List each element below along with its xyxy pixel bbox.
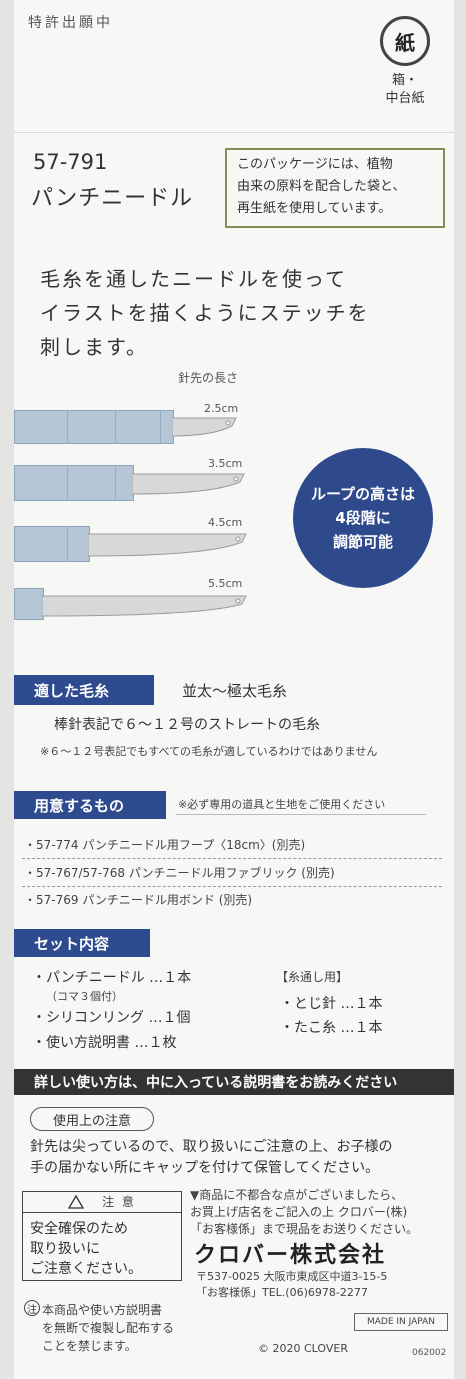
set-item-note: （コマ３個付） <box>46 990 123 1003</box>
yarn-weight: 並太～極太毛糸 <box>182 682 288 700</box>
badge-line-3: 調節可能 <box>332 533 393 551</box>
prepare-note: ※必ず専用の道具と生地をご使用ください <box>178 798 386 811</box>
needle-barrel-4 <box>14 588 44 620</box>
warning-title: 注 意 <box>102 1195 136 1209</box>
prepare-section-title: 用意するもの <box>14 791 166 819</box>
divider <box>22 886 442 887</box>
set-section-title: セット内容 <box>14 929 150 957</box>
contact-line-2: お買上げ店名をご記入の上 クロバー(株) <box>190 1205 408 1219</box>
copyright: © 2020 CLOVER <box>258 1342 348 1355</box>
recycle-caption: 箱・ 中台紙 <box>372 72 438 108</box>
needle-blade-3 <box>88 533 247 557</box>
needle-barrel-2 <box>14 465 134 501</box>
product-name: パンチニードル <box>31 186 194 211</box>
eco-line-2: 由来の原料を配合した袋と、 <box>237 179 406 194</box>
telephone: 「お客様係」TEL.(06)6978-2277 <box>196 1286 368 1299</box>
instruction-bar: 詳しい使い方は、中に入っている説明書をお読みください <box>14 1069 454 1095</box>
set-item: ・使い方説明書 …１枚 <box>32 1035 177 1051</box>
caution-line-1: 針先は尖っているので、取り扱いにご注意の上、お子様の <box>30 1139 393 1155</box>
yarn-detail: 棒針表記で６～１２号のストレートの毛糸 <box>54 717 320 733</box>
copy-notice-2: を無断で複製し配布する <box>42 1321 175 1335</box>
product-code: 57-791 <box>33 150 108 174</box>
lot-number: 062002 <box>412 1348 447 1358</box>
yarn-note: ※６～１２号表記でもすべての毛糸が適しているわけではありません <box>40 745 378 758</box>
paper-recycle-icon: 紙 <box>380 16 430 66</box>
contact-text: ▼商品に不都合な点がございましたら、 お買上げ店名をご記入の上 クロバー(株) … <box>190 1187 418 1238</box>
length-label: 3.5cm <box>208 457 243 470</box>
warning-header: 注 意 <box>22 1191 182 1213</box>
warning-text: 安全確保のため 取り扱いに ご注意ください。 <box>30 1219 142 1279</box>
made-in-japan: MADE IN JAPAN <box>354 1313 448 1331</box>
warning-line-3: ご注意ください。 <box>30 1261 142 1277</box>
recycle-caption-1: 箱・ <box>391 73 418 88</box>
warning-box <box>22 1191 182 1281</box>
needle-blade-4 <box>42 595 247 617</box>
fold-line <box>14 132 454 133</box>
note-mark: 注 <box>24 1300 40 1316</box>
recycle-caption-2: 中台紙 <box>385 91 425 106</box>
caution-line-2: 手の届かない所にキャップを付けて保管してください。 <box>30 1160 380 1176</box>
needle-blade-1 <box>172 417 237 437</box>
badge-line-1: ループの高さは <box>310 485 416 503</box>
prepare-item: ・57-774 パンチニードル用フープ〈18cm〉(別売) <box>24 838 306 852</box>
set-item: ・パンチニードル …１本 <box>32 970 192 986</box>
eco-line-1: このパッケージには、植物 <box>237 157 393 172</box>
threading-heading: 【糸通し用】 <box>276 970 349 984</box>
divider <box>22 858 442 859</box>
eco-line-3: 再生紙を使用しています。 <box>237 201 392 216</box>
prepare-underline <box>176 814 426 815</box>
copy-notice-3: ことを禁じます。 <box>42 1339 137 1353</box>
prepare-item: ・57-767/57-768 パンチニードル用ファブリック (別売) <box>24 866 335 880</box>
warning-line-1: 安全確保のため <box>30 1221 128 1237</box>
length-label: 4.5cm <box>208 516 243 529</box>
needle-length-heading: 針先の長さ <box>178 371 239 385</box>
caution-pill: 使用上の注意 <box>30 1107 154 1131</box>
eco-box: このパッケージには、植物 由来の原料を配合した袋と、 再生紙を使用しています。 <box>225 148 445 228</box>
needle-barrel-1 <box>14 410 174 444</box>
patent-pending: 特許出願中 <box>28 15 113 31</box>
length-label: 2.5cm <box>204 402 239 415</box>
address: 〒537-0025 大阪市東成区中道3-15-5 <box>196 1270 388 1283</box>
product-description: 毛糸を通したニードルを使って イラストを描くようにステッチを 刺します。 <box>40 262 400 364</box>
right-shadow <box>454 0 466 1379</box>
warning-icon <box>68 1194 85 1209</box>
needle-blade-2 <box>132 473 245 495</box>
set-item: ・とじ針 …１本 <box>280 996 383 1012</box>
description-line-1: 毛糸を通したニードルを使って <box>40 267 347 291</box>
contact-line-3: 「お客様係」まで現品をお送りください。 <box>190 1222 419 1236</box>
clover-logo: クロバー株式会社 <box>194 1243 387 1268</box>
description-line-3: 刺します。 <box>40 335 148 359</box>
set-item: ・シリコンリング …１個 <box>32 1010 191 1026</box>
contact-line-1: ▼商品に不都合な点がございましたら、 <box>190 1188 404 1202</box>
set-item: ・たこ糸 …１本 <box>280 1020 383 1036</box>
loop-height-badge: ループの高さは 4段階に 調節可能 <box>293 448 433 588</box>
description-line-2: イラストを描くようにステッチを <box>40 301 370 325</box>
prepare-item: ・57-769 パンチニードル用ボンド (別売) <box>24 893 253 907</box>
yarn-section-title: 適した毛糸 <box>14 675 154 705</box>
length-label: 5.5cm <box>208 577 243 590</box>
copy-notice-1: 本商品や使い方説明書 <box>42 1303 163 1317</box>
recycle-mark: 紙 <box>395 30 415 55</box>
left-shadow <box>0 0 14 1379</box>
copy-notice: 本商品や使い方説明書 を無断で複製し配布する ことを禁じます。 <box>42 1301 174 1355</box>
warning-line-2: 取り扱いに <box>30 1241 100 1257</box>
badge-line-2: 4段階に <box>335 509 391 527</box>
needle-barrel-3 <box>14 526 90 562</box>
